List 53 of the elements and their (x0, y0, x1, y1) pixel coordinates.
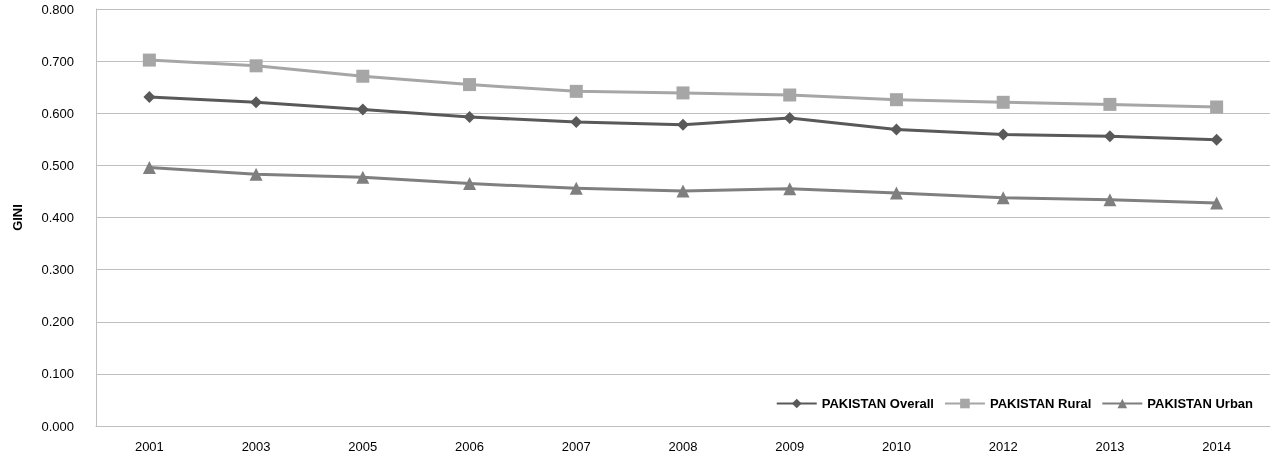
point (249, 59, 263, 73)
point (890, 123, 903, 136)
point (783, 88, 797, 102)
point (676, 86, 690, 100)
point (997, 128, 1010, 141)
legend-label: PAKISTAN Overall (821, 396, 934, 411)
point (463, 177, 477, 191)
point (783, 182, 797, 196)
point (356, 170, 370, 184)
y-tick-label: 0.700 (41, 53, 74, 69)
point (996, 191, 1010, 205)
y-tick-label: 0.000 (41, 418, 74, 434)
point (356, 103, 369, 116)
x-tick-label: 2009 (775, 439, 805, 454)
point (569, 181, 583, 195)
x-tick-label: 2007 (561, 439, 591, 454)
point (142, 53, 156, 67)
y-tick-label: 0.200 (41, 314, 74, 330)
y-tick-label: 0.300 (41, 262, 74, 278)
legend-label: PAKISTAN Urban (1147, 396, 1254, 411)
y-axis-title: GINI (10, 204, 25, 231)
y-tick-label: 0.100 (41, 366, 74, 382)
x-tick-label: 2010 (881, 439, 911, 454)
point (569, 84, 583, 98)
y-tick-label: 0.600 (41, 105, 74, 121)
point (250, 96, 263, 109)
legend-label: PAKISTAN Rural (989, 396, 1092, 411)
point (889, 186, 903, 200)
point (889, 93, 903, 107)
point (1103, 97, 1117, 111)
point (677, 118, 689, 131)
x-tick-label: 2013 (1095, 439, 1125, 454)
x-tick-label: 2001 (134, 439, 164, 454)
point (463, 110, 476, 123)
point (143, 91, 156, 104)
point (142, 160, 156, 174)
x-tick-label: 2012 (988, 439, 1018, 454)
point (676, 184, 690, 198)
x-tick-label: 2006 (455, 439, 485, 454)
point (463, 78, 477, 92)
y-tick-label: 0.500 (41, 157, 74, 173)
point (1210, 196, 1224, 210)
x-tick-label: 2003 (241, 439, 271, 454)
point (996, 95, 1010, 109)
x-tick-label: 2014 (1202, 439, 1232, 454)
point (249, 167, 263, 181)
point (356, 69, 370, 83)
y-tick-label: 0.800 (41, 1, 74, 17)
x-tick-label: 2008 (668, 439, 698, 454)
point (1103, 193, 1117, 207)
x-tick-label: 2005 (348, 439, 378, 454)
y-tick-label: 0.400 (41, 210, 74, 225)
point (1210, 100, 1224, 114)
